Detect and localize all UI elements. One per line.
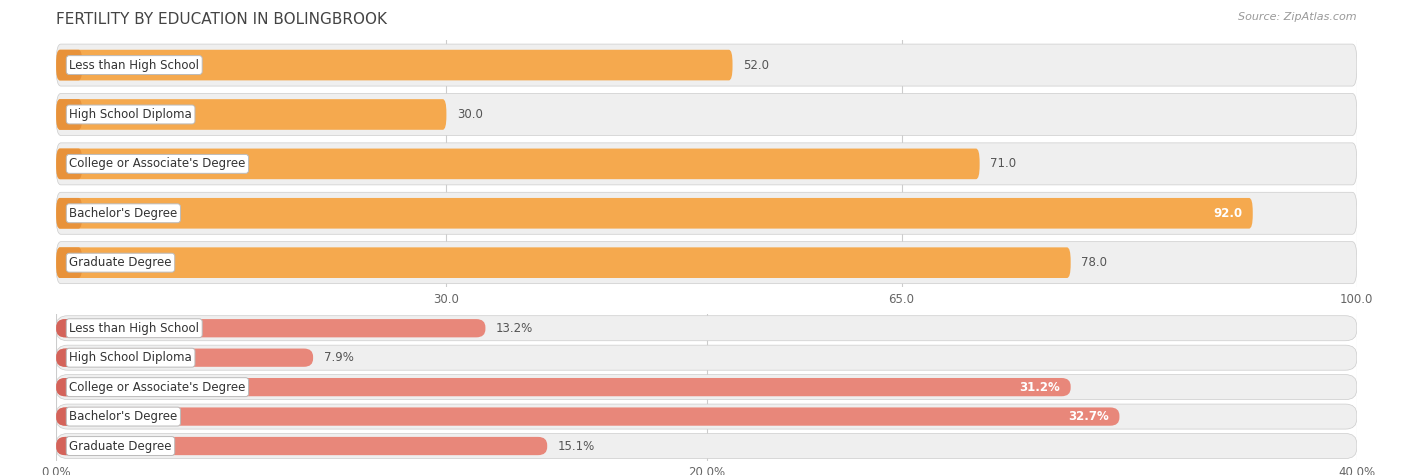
FancyBboxPatch shape bbox=[56, 149, 82, 179]
FancyBboxPatch shape bbox=[56, 198, 1253, 228]
Text: 71.0: 71.0 bbox=[990, 157, 1017, 171]
Text: 92.0: 92.0 bbox=[1213, 207, 1243, 220]
FancyBboxPatch shape bbox=[56, 198, 82, 228]
Text: Bachelor's Degree: Bachelor's Degree bbox=[69, 410, 177, 423]
FancyBboxPatch shape bbox=[56, 247, 1071, 278]
FancyBboxPatch shape bbox=[56, 319, 82, 337]
FancyBboxPatch shape bbox=[56, 319, 485, 337]
FancyBboxPatch shape bbox=[56, 378, 1071, 396]
FancyBboxPatch shape bbox=[56, 408, 1119, 426]
FancyBboxPatch shape bbox=[56, 99, 447, 130]
Text: College or Associate's Degree: College or Associate's Degree bbox=[69, 380, 246, 394]
Text: College or Associate's Degree: College or Associate's Degree bbox=[69, 157, 246, 171]
Text: 78.0: 78.0 bbox=[1081, 256, 1107, 269]
FancyBboxPatch shape bbox=[56, 242, 1357, 284]
FancyBboxPatch shape bbox=[56, 50, 82, 80]
FancyBboxPatch shape bbox=[56, 434, 1357, 458]
Text: 31.2%: 31.2% bbox=[1019, 380, 1060, 394]
FancyBboxPatch shape bbox=[56, 408, 82, 426]
Text: Source: ZipAtlas.com: Source: ZipAtlas.com bbox=[1239, 12, 1357, 22]
FancyBboxPatch shape bbox=[56, 349, 82, 367]
Text: 32.7%: 32.7% bbox=[1069, 410, 1109, 423]
Text: 52.0: 52.0 bbox=[742, 58, 769, 72]
Text: FERTILITY BY EDUCATION IN BOLINGBROOK: FERTILITY BY EDUCATION IN BOLINGBROOK bbox=[56, 12, 387, 27]
FancyBboxPatch shape bbox=[56, 247, 82, 278]
FancyBboxPatch shape bbox=[56, 44, 1357, 86]
Text: Graduate Degree: Graduate Degree bbox=[69, 439, 172, 453]
FancyBboxPatch shape bbox=[56, 437, 82, 455]
FancyBboxPatch shape bbox=[56, 378, 82, 396]
Text: Less than High School: Less than High School bbox=[69, 322, 200, 335]
Text: 13.2%: 13.2% bbox=[496, 322, 533, 335]
FancyBboxPatch shape bbox=[56, 94, 1357, 135]
FancyBboxPatch shape bbox=[56, 349, 314, 367]
Text: High School Diploma: High School Diploma bbox=[69, 351, 193, 364]
FancyBboxPatch shape bbox=[56, 316, 1357, 341]
Text: Graduate Degree: Graduate Degree bbox=[69, 256, 172, 269]
FancyBboxPatch shape bbox=[56, 50, 733, 80]
Text: 7.9%: 7.9% bbox=[323, 351, 353, 364]
Text: 15.1%: 15.1% bbox=[558, 439, 595, 453]
FancyBboxPatch shape bbox=[56, 192, 1357, 234]
FancyBboxPatch shape bbox=[56, 345, 1357, 370]
Text: 30.0: 30.0 bbox=[457, 108, 482, 121]
FancyBboxPatch shape bbox=[56, 437, 547, 455]
FancyBboxPatch shape bbox=[56, 143, 1357, 185]
Text: High School Diploma: High School Diploma bbox=[69, 108, 193, 121]
Text: Bachelor's Degree: Bachelor's Degree bbox=[69, 207, 177, 220]
FancyBboxPatch shape bbox=[56, 99, 82, 130]
FancyBboxPatch shape bbox=[56, 375, 1357, 399]
Text: Less than High School: Less than High School bbox=[69, 58, 200, 72]
FancyBboxPatch shape bbox=[56, 149, 980, 179]
FancyBboxPatch shape bbox=[56, 404, 1357, 429]
